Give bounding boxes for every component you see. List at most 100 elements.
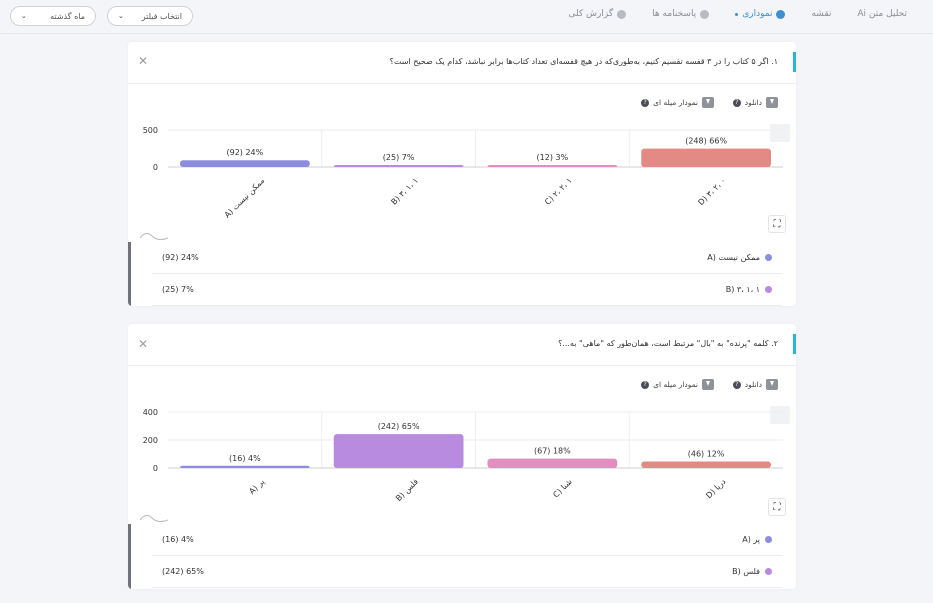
data-label: 3% (12) — [537, 153, 569, 162]
legend-item[interactable]: 7% (25) B) ۳، ۱، ۱ — [152, 274, 782, 306]
legend-scroll-indicator[interactable] — [128, 524, 131, 589]
tab-map[interactable]: نقشه — [811, 9, 831, 19]
expand-icon[interactable]: ⛶ — [768, 215, 786, 233]
legend-item[interactable]: 24% (92) ممکن نیست (A — [152, 242, 782, 274]
legend-item[interactable]: 65% (242) فلس (B — [152, 556, 782, 588]
bar-chart-label: نمودار میله ای — [653, 380, 698, 389]
x-tick-label: B) ۳، ۱، ۱ — [389, 176, 420, 207]
period-select-value: ماه گذشته — [50, 11, 85, 21]
bar-chart-button[interactable]: نمودار میله ای? — [641, 379, 714, 390]
legend-list: 4% (16) پر (A 65% (242) فلس (B — [152, 524, 782, 588]
bar-chart: 0 200 400 4% (16) A) پر 65% (242) B) فلس 18% (6… — [143, 408, 783, 503]
tab-label: نقشه — [811, 9, 832, 19]
x-tick-label: A) پر — [247, 477, 266, 496]
tab-label: نموداری — [742, 9, 773, 19]
data-label: 7% (25) — [383, 153, 415, 162]
legend-swatch — [765, 536, 772, 543]
y-tick-label: 400 — [143, 408, 158, 417]
question-accent-bar — [793, 52, 796, 72]
y-tick-label: 500 — [143, 126, 158, 135]
legend-scroll-indicator[interactable] — [128, 242, 131, 306]
x-tick-label: A) ممکن نیست — [223, 176, 267, 220]
legend-value: 24% (92) — [162, 253, 199, 262]
bar — [641, 461, 771, 468]
tab-label: گزارش کلی — [568, 9, 614, 19]
legend-value: 7% (25) — [162, 285, 194, 294]
bar — [333, 434, 464, 468]
bar — [487, 165, 618, 167]
range-slider[interactable] — [140, 230, 168, 240]
bar-chart: 0 500 24% (92) A) ممکن نیست 7% (25) B) ۳، ۱، … — [143, 126, 783, 220]
download-button[interactable]: دانلود? — [732, 379, 778, 390]
info-icon — [700, 9, 710, 19]
top-bar: گزارش کلی پاسخنامه ها نموداری نقشه تحلیل… — [0, 0, 933, 34]
bar — [487, 458, 618, 468]
chart-scroll-handle[interactable] — [770, 406, 790, 424]
data-label: 66% (248) — [685, 137, 727, 146]
legend-value: 4% (16) — [162, 535, 194, 544]
bar-chart-button[interactable]: نمودار میله ای? — [641, 97, 714, 108]
question-accent-bar — [793, 334, 796, 354]
x-tick-label: C) ۲، ۲، ۱ — [543, 176, 574, 207]
filter-select[interactable]: انتخاب فیلتر ⌄ — [107, 6, 193, 26]
x-tick-label: B) فلس — [394, 477, 420, 503]
download-icon — [766, 379, 778, 390]
legend-label: ممکن نیست (A — [707, 253, 760, 262]
legend-label: B) ۳، ۱، ۱ — [725, 285, 760, 294]
bar-chart-label: نمودار میله ای — [653, 98, 698, 107]
help-icon: ? — [641, 380, 650, 389]
view-tabs: گزارش کلی پاسخنامه ها نموداری نقشه تحلیل… — [568, 9, 907, 19]
chevron-down-icon: ⌄ — [21, 12, 27, 20]
legend-list: 24% (92) ممکن نیست (A 7% (25) B) ۳، ۱، ۱ — [152, 242, 782, 306]
question-card-2: ✕ ۲. کلمه "پرنده" به "بال" مرتبط است، هم… — [128, 324, 796, 589]
bar — [180, 160, 310, 167]
x-tick-label: D) دریا — [704, 477, 728, 501]
data-label: 12% (46) — [688, 450, 725, 459]
download-label: دانلود — [744, 98, 762, 107]
close-icon[interactable]: ✕ — [138, 337, 149, 351]
x-tick-label: D) ۳، ۲، ۰ — [696, 176, 727, 207]
info-icon — [617, 9, 627, 19]
close-icon[interactable]: ✕ — [138, 54, 149, 68]
tab-label: پاسخنامه ها — [652, 9, 697, 19]
bar — [641, 148, 771, 167]
divider — [128, 365, 796, 366]
question-title: ۱. اگر ۵ کتاب را در ۳ قفسه تقسیم کنیم، ب… — [389, 57, 778, 66]
y-tick-label: 0 — [153, 163, 158, 172]
download-icon — [702, 379, 714, 390]
tab-ai-text-analysis[interactable]: تحلیل متن Ai — [857, 9, 907, 19]
download-icon — [766, 97, 778, 108]
tab-label: تحلیل متن Ai — [857, 9, 907, 19]
data-label: 65% (242) — [378, 422, 420, 431]
tab-charts[interactable]: نموداری — [735, 9, 786, 19]
filter-select-value: انتخاب فیلتر — [141, 11, 182, 21]
legend-swatch — [765, 568, 772, 575]
bar — [333, 165, 464, 167]
period-select[interactable]: ماه گذشته ⌄ — [10, 6, 96, 26]
bar — [180, 465, 310, 468]
help-icon: ? — [641, 98, 650, 107]
question-title: ۲. کلمه "پرنده" به "بال" مرتبط است، همان… — [558, 339, 778, 348]
download-label: دانلود — [744, 380, 762, 389]
legend-value: 65% (242) — [162, 567, 204, 576]
legend-label: پر (A — [742, 535, 760, 544]
range-slider[interactable] — [140, 512, 168, 522]
chevron-down-icon: ⌄ — [118, 12, 124, 20]
tab-answer-sheets[interactable]: پاسخنامه ها — [652, 9, 710, 19]
active-dot — [735, 12, 739, 16]
download-button[interactable]: دانلود? — [732, 97, 778, 108]
legend-item[interactable]: 4% (16) پر (A — [152, 524, 782, 556]
legend-swatch — [765, 286, 772, 293]
expand-icon[interactable]: ⛶ — [768, 498, 786, 516]
data-label: 18% (67) — [534, 447, 571, 456]
tab-overall-report[interactable]: گزارش کلی — [568, 9, 627, 19]
legend-label: فلس (B — [732, 567, 760, 576]
divider — [128, 83, 796, 84]
data-label: 24% (92) — [226, 148, 263, 157]
y-tick-label: 0 — [153, 464, 158, 473]
chart-scroll-handle[interactable] — [770, 124, 790, 142]
info-icon — [776, 9, 786, 19]
data-label: 4% (16) — [229, 454, 261, 463]
legend-swatch — [765, 254, 772, 261]
y-tick-label: 200 — [143, 436, 158, 445]
